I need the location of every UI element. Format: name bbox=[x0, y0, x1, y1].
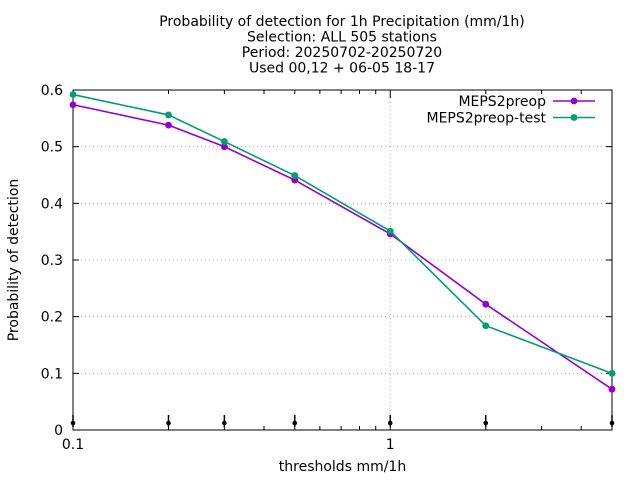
data-point bbox=[220, 138, 228, 145]
y-tick-label: 0.1 bbox=[41, 366, 63, 382]
data-point bbox=[608, 385, 616, 393]
legend-marker bbox=[570, 114, 578, 121]
title-line: Used 00,12 + 06-05 18-17 bbox=[249, 61, 435, 77]
title-line: Period: 20250702-20250720 bbox=[242, 45, 442, 61]
data-point bbox=[482, 300, 490, 308]
legend-label: MEPS2preop bbox=[458, 94, 546, 110]
baseline-marker-dot bbox=[70, 420, 76, 426]
data-point bbox=[220, 143, 228, 151]
baseline-marker-dot bbox=[292, 420, 298, 426]
baseline-marker-dot bbox=[166, 420, 171, 426]
y-tick-label: 0.3 bbox=[41, 253, 63, 269]
data-point bbox=[69, 91, 77, 98]
series-line bbox=[72, 93, 613, 375]
data-point bbox=[386, 227, 394, 235]
y-tick-label: 0.4 bbox=[41, 196, 63, 212]
title-line: Probability of detection for 1h Precipit… bbox=[159, 14, 525, 30]
data-point bbox=[482, 322, 490, 330]
data-point bbox=[69, 101, 77, 109]
baseline-marker-dot bbox=[483, 420, 489, 426]
legend-label: MEPS2preop-test bbox=[427, 111, 547, 127]
y-tick-label: 0.6 bbox=[41, 83, 63, 99]
series-line bbox=[72, 103, 613, 390]
y-tick-label: 0 bbox=[54, 423, 63, 439]
x-axis-label: thresholds mm/1h bbox=[279, 459, 406, 475]
title-line: Selection: ALL 505 stations bbox=[247, 30, 437, 46]
data-point bbox=[291, 172, 299, 179]
chart-title: Probability of detection for 1h Precipit… bbox=[159, 14, 525, 77]
series bbox=[69, 91, 616, 393]
data-point bbox=[165, 111, 172, 119]
baseline-marker-dot bbox=[609, 420, 615, 426]
y-axis-label: Probability of detection bbox=[6, 179, 22, 342]
data-point bbox=[165, 121, 172, 129]
baseline-marker-dot bbox=[222, 420, 227, 426]
grid bbox=[73, 90, 612, 430]
y-tick-label: 0.2 bbox=[41, 310, 63, 326]
x-tick-label: 0.1 bbox=[62, 437, 84, 453]
legend-marker bbox=[570, 97, 578, 105]
x-tick-label: 1 bbox=[386, 437, 395, 453]
y-tick-label: 0.5 bbox=[41, 140, 63, 156]
baseline-markers bbox=[70, 415, 615, 427]
axis-ticks: 00.10.20.30.40.50.60.1 1 bbox=[41, 83, 613, 453]
data-point bbox=[608, 369, 616, 377]
baseline-marker-dot bbox=[387, 420, 393, 426]
